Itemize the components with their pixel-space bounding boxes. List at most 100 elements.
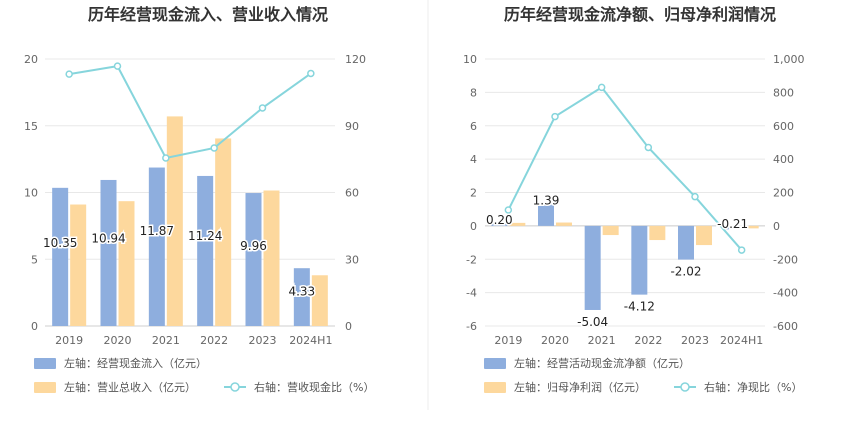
bar-secondary [166,116,183,326]
chart-title: 历年经营现金流入、营业收入情况 [88,5,328,24]
right-axis-tick-label: 60 [345,187,359,200]
bar-data-label: 10.94 [91,231,125,245]
legend-label: 右轴：净现比（%） [704,380,802,394]
bar-secondary [118,201,135,326]
line-point [597,83,606,92]
bar-data-label: -5.04 [577,315,608,329]
x-axis-tick-label: 2024H1 [289,334,332,347]
bar-secondary [263,190,280,326]
bar-primary [678,225,694,260]
bar-secondary [696,225,712,246]
right-axis-tick-label: 30 [345,253,359,266]
line-point [504,206,513,214]
x-axis-tick-label: 2023 [249,334,277,347]
bar-secondary [311,275,328,326]
bar-primary [631,225,648,295]
bar-data-label: -2.02 [670,265,701,279]
legend-swatch [34,358,56,369]
bar-secondary [70,204,87,326]
bar-secondary [742,225,759,229]
left-axis-tick-label: 5 [31,253,38,266]
x-axis-tick-label: 2024H1 [720,334,763,347]
line-series [69,65,312,160]
bar-primary [52,187,69,326]
right-axis-tick-label: -400 [773,287,798,300]
bar-primary [491,222,508,226]
legend-label: 左轴：经营现金流入（亿元） [64,356,207,370]
left-axis-tick-label: 6 [470,120,477,133]
bar-secondary [556,222,572,226]
left-axis-tick-label: 10 [463,53,477,66]
left-axis-tick-label: 4 [470,153,477,166]
bar-primary [293,268,310,326]
x-axis-tick-label: 2020 [104,334,132,347]
right-axis-tick-label: 800 [773,86,794,99]
legend-line-marker [230,382,240,392]
bar-primary [197,175,214,326]
line-point [113,62,122,70]
bar-primary [724,225,741,230]
x-axis-tick-label: 2019 [55,334,83,347]
bar-data-label: -0.21 [717,217,748,231]
bar-secondary [602,225,619,236]
bar-secondary [509,222,526,226]
line-point [644,143,653,152]
left-axis-tick-label: 0 [470,220,477,233]
x-axis-tick-label: 2019 [494,334,522,347]
line-point [691,192,699,201]
legend-swatch [484,382,506,393]
left-axis-tick-label: -2 [466,253,477,266]
bar-data-label: 9.96 [240,239,267,253]
left-axis-tick-label: -4 [466,287,477,300]
legend-label: 左轴：归母净利润（亿元） [514,380,646,394]
x-axis-tick-label: 2022 [200,334,228,347]
line-point [210,144,218,152]
x-axis-tick-label: 2021 [152,334,180,347]
left-axis-tick-label: 2 [470,187,477,200]
right-axis-tick-label: 90 [345,120,359,133]
left-axis-tick-label: 8 [470,86,477,99]
line-point [65,70,73,78]
bar-data-label: -4.12 [624,300,655,314]
bar-data-label: 11.87 [140,224,174,238]
bar-secondary [215,138,232,326]
line-point [307,69,315,78]
line-point [551,112,559,121]
line-point [737,246,746,254]
bar-data-label: 0.20 [486,213,513,227]
legend-label: 左轴：营业总收入（亿元） [64,380,196,394]
left-axis-tick-label: 20 [24,53,38,66]
line-point [162,154,170,162]
chart-panel-1: 历年经营现金流入、营业收入情况 0 5 10 15 20 0 30 60 90 120 2019 202… [24,5,374,394]
bar-data-label: 1.39 [533,194,560,208]
right-axis-tick-label: 400 [773,153,794,166]
line-point [258,104,267,112]
chart-panel-2: 历年经营现金流净额、归母净利润情况 -6 -4 -2 0 2 4 6 8 10 -600 -400 -2… [463,5,805,394]
legend-label: 左轴：经营活动现金流净额（亿元） [514,356,690,370]
right-axis-tick-label: 0 [773,220,780,233]
bar-secondary [649,225,666,241]
left-axis-tick-label: 0 [31,320,38,333]
legend: 左轴：经营现金流入（亿元） 左轴：营业总收入（亿元） 右轴：营收现金比（%） [34,356,374,394]
bar-data-label: 10.35 [43,236,77,250]
legend-label: 右轴：营收现金比（%） [254,380,374,394]
right-axis-tick-label: 0 [345,320,352,333]
right-axis-tick-label: 600 [773,120,794,133]
line-series [507,86,743,251]
x-axis-tick-label: 2022 [634,334,662,347]
right-axis-tick-label: 1,000 [773,53,805,66]
bar-primary [148,167,165,326]
x-axis-tick-label: 2020 [541,334,569,347]
chart-title: 历年经营现金流净额、归母净利润情况 [504,5,776,24]
legend-swatch [34,382,56,393]
legend-swatch [484,358,506,369]
bar-primary [538,202,554,226]
bar-data-label: 4.33 [288,284,315,298]
left-axis-tick-label: -6 [466,320,477,333]
bar-primary [245,193,262,326]
right-axis-tick-label: -200 [773,253,798,266]
left-axis-tick-label: 10 [24,187,38,200]
right-axis-tick-label: -600 [773,320,798,333]
